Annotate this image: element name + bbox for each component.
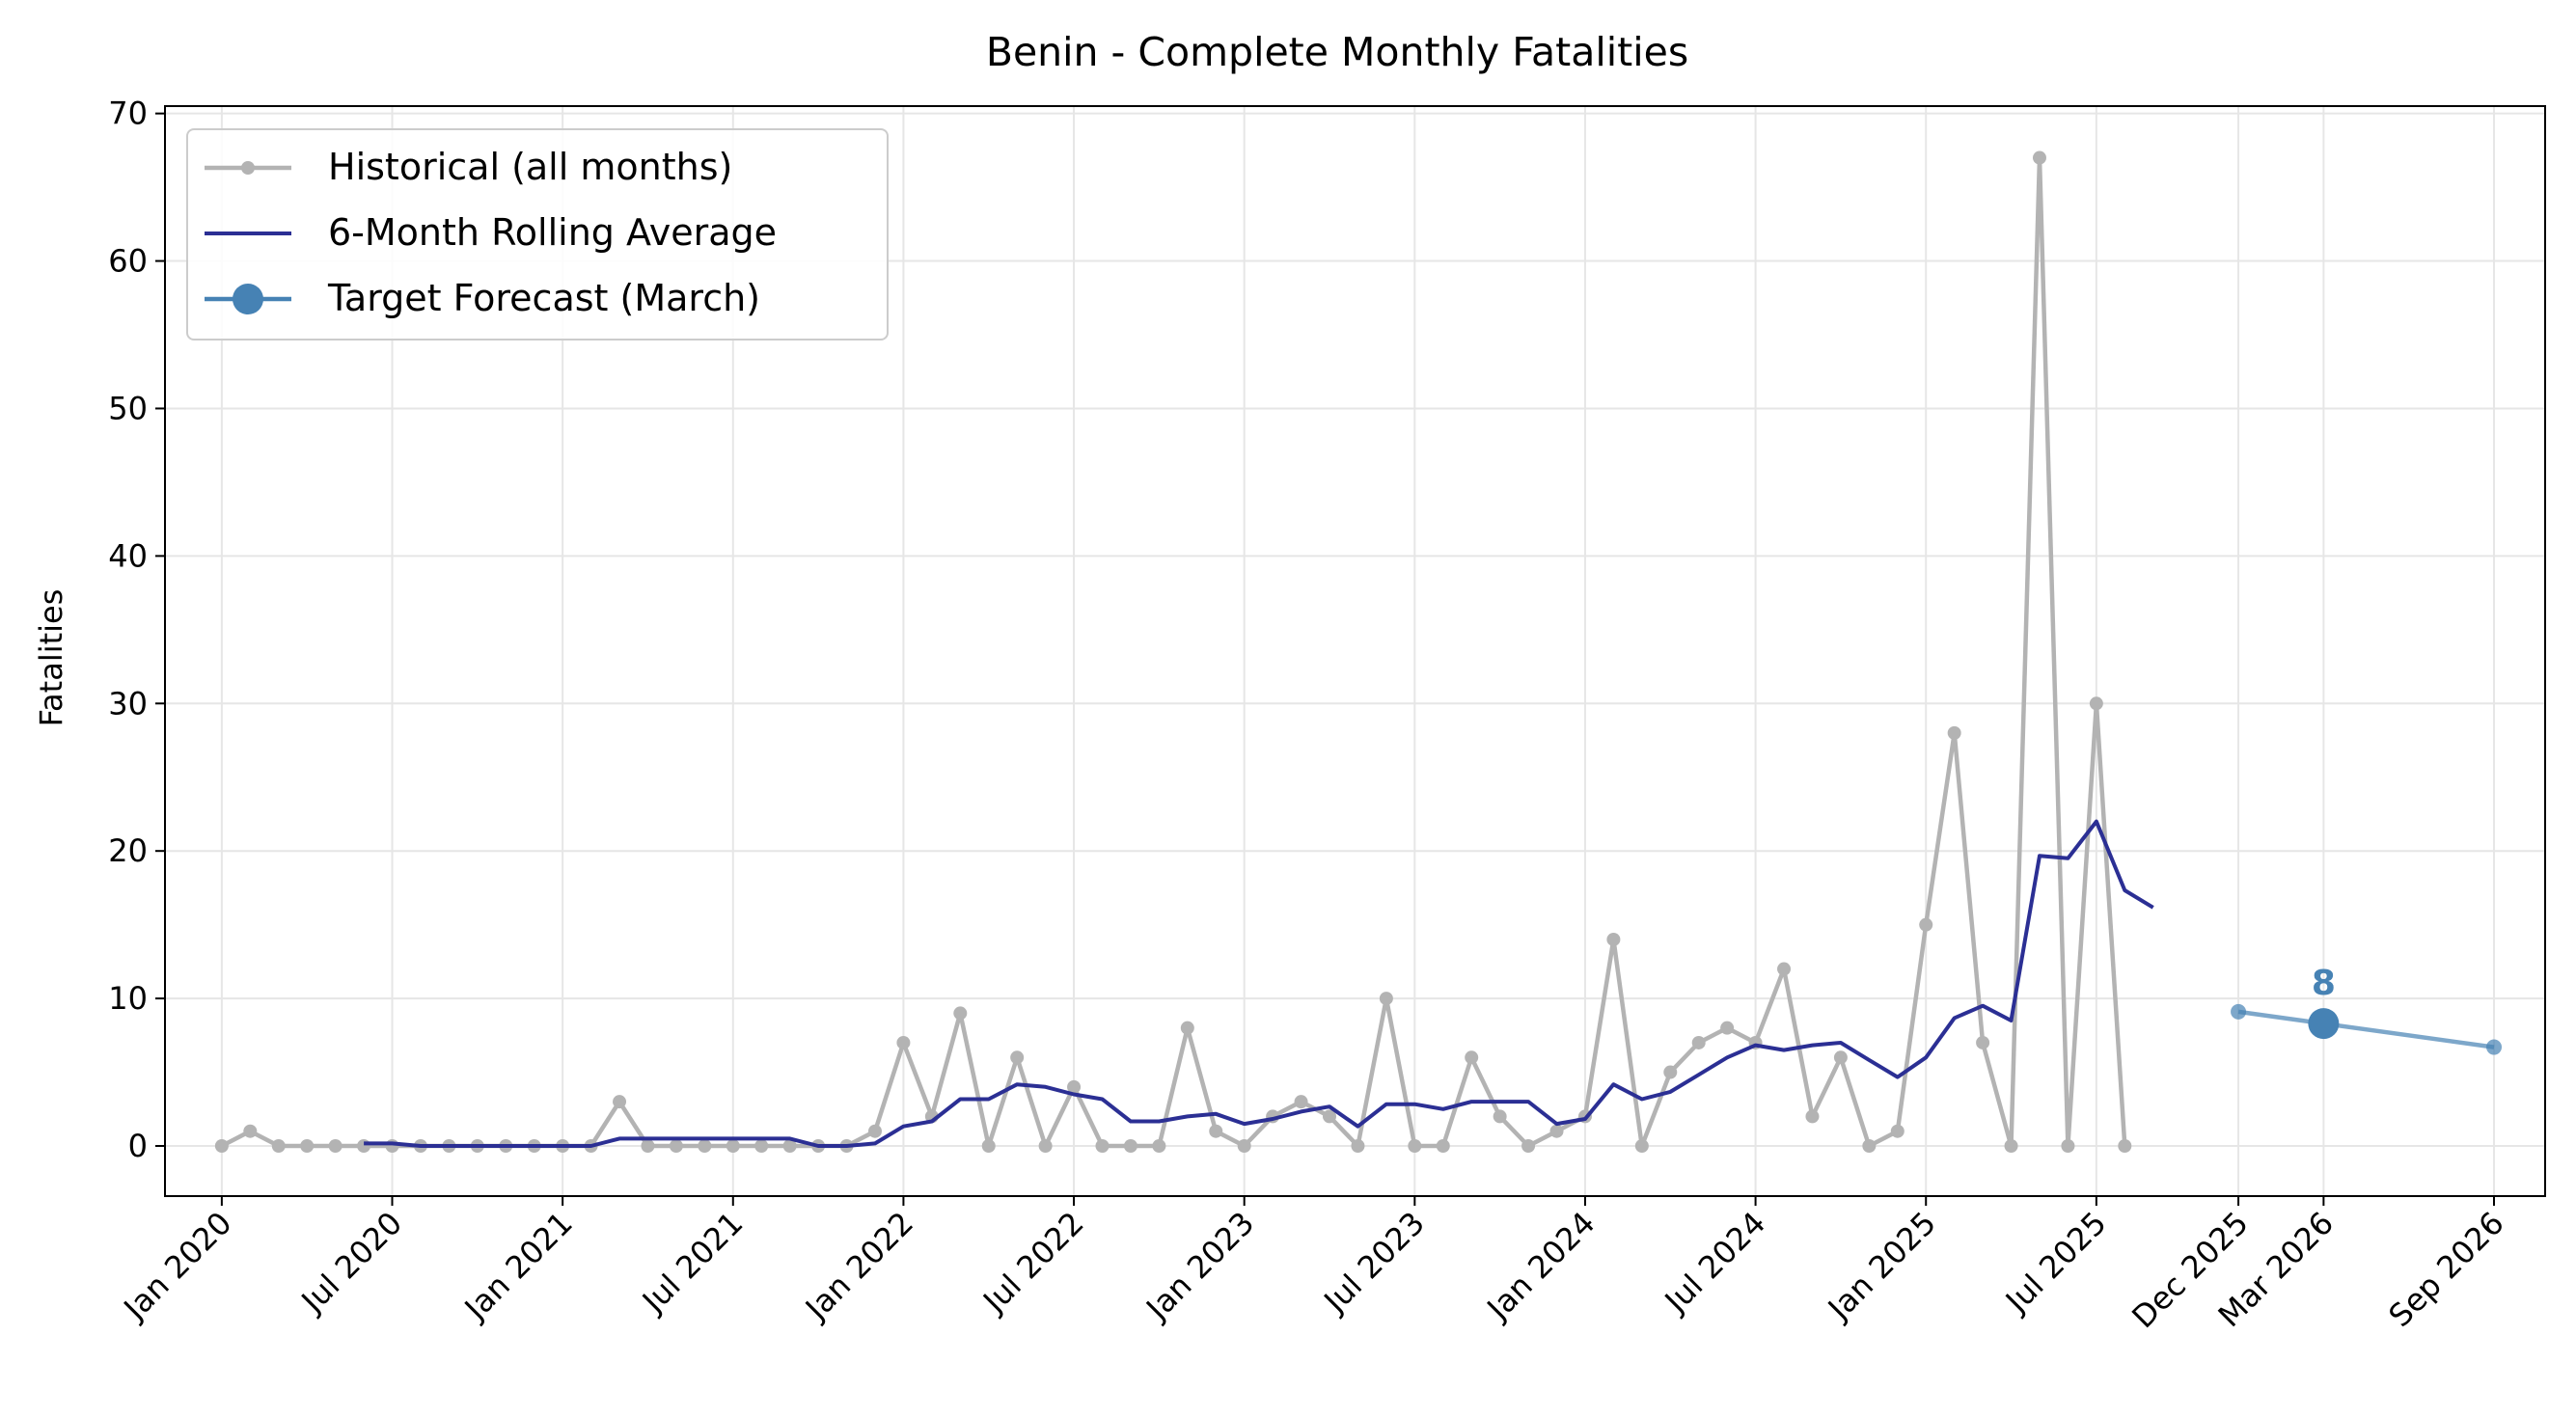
historical-point [698,1139,712,1154]
historical-point [271,1139,286,1154]
historical-point [1777,962,1792,976]
historical-point [1493,1109,1507,1124]
x-tick-label: Jan 2020 [116,1205,239,1328]
forecast-point [2231,1003,2247,1020]
historical-point [1123,1139,1137,1154]
historical-point [1691,1035,1706,1049]
historical-point [1862,1139,1877,1154]
historical-point [1947,725,1961,740]
legend-target-forecast-marker [233,284,263,314]
x-tick-label: Jan 2023 [1137,1205,1261,1328]
x-tick-label: Jan 2024 [1479,1205,1603,1328]
historical-point [1634,1139,1649,1154]
historical-point [754,1139,769,1154]
historical-point [1237,1139,1251,1154]
historical-point [385,1139,399,1154]
y-tick-label: 70 [108,95,148,132]
historical-point [867,1124,882,1138]
historical-point [1549,1124,1564,1138]
legend-historical-label: Historical (all months) [328,146,732,188]
historical-point [328,1139,343,1154]
historical-point [669,1139,683,1154]
legend-rolling-average-label: 6-Month Rolling Average [328,211,777,254]
historical-point [2118,1139,2132,1154]
historical-point [1919,917,1933,932]
legend-target-forecast-label: Target Forecast (March) [327,277,760,319]
x-tick-label: Jan 2025 [1820,1205,1943,1328]
historical-point [357,1139,371,1154]
historical-point [1010,1050,1025,1065]
historical-point [1209,1124,1223,1138]
plot-frame [164,105,2546,1197]
historical-point [896,1035,911,1049]
x-tick-label: Jul 2020 [293,1205,409,1321]
x-tick-label: Jan 2021 [456,1205,580,1328]
forecast-line [2237,1009,2495,1049]
historical-point [1436,1139,1450,1154]
historical-point [2032,150,2046,165]
historical-point [214,1139,229,1154]
historical-point [1152,1139,1166,1154]
legend-historical-marker [241,161,255,175]
historical-point [1379,992,1393,1006]
historical-point [782,1139,797,1154]
historical-point [613,1095,627,1109]
x-tick-label: Jan 2022 [797,1205,920,1328]
y-tick-label: 50 [108,390,148,426]
historical-point [1890,1124,1905,1138]
y-axis-label: Fatalities [33,589,69,727]
historical-point [1805,1109,1820,1124]
chart-title: Benin - Complete Monthly Fatalities [986,29,1688,75]
historical-point [641,1139,655,1154]
historical-point [1976,1035,1990,1049]
legend: Historical (all months) 6-Month Rolling A… [186,128,889,341]
historical-point [1067,1079,1082,1094]
historical-point [2061,1139,2075,1154]
historical-point [1833,1050,1848,1065]
historical-point [1351,1139,1365,1154]
historical-point [1606,932,1621,946]
y-tick-label: 20 [108,832,148,869]
target-forecast-label: 8 [2312,964,2336,1003]
historical-point [2089,696,2103,711]
legend-box [186,128,889,341]
historical-point [1521,1139,1536,1154]
x-tick-label: Jul 2023 [1316,1205,1432,1321]
x-tick-label: Jul 2022 [974,1205,1090,1321]
y-tick-label: 0 [128,1128,148,1164]
x-tick-label: Sep 2026 [2381,1205,2510,1334]
historical-point [1323,1109,1337,1124]
historical-point [1180,1021,1194,1035]
historical-point [1095,1139,1110,1154]
series-layer: 8 [214,150,2503,1154]
historical-point [243,1124,258,1138]
historical-point [300,1139,315,1154]
historical-point [1465,1050,1479,1065]
historical-point [2004,1139,2018,1154]
x-tick-label: Jul 2025 [1997,1205,2113,1321]
y-tick-label: 60 [108,243,148,280]
y-tick-label: 10 [108,980,148,1017]
historical-point [953,1006,968,1021]
x-tick-label: Jul 2024 [1657,1205,1772,1321]
y-tick-label: 30 [108,685,148,722]
historical-point [1720,1021,1735,1035]
target-forecast-point [2308,1008,2340,1040]
historical-point [981,1139,996,1154]
historical-point [1408,1139,1422,1154]
y-tick-label: 40 [108,537,148,574]
forecast-point [2486,1039,2503,1055]
historical-point [1038,1139,1053,1154]
rolling-average-line [364,819,2154,1148]
historical-point [1663,1065,1678,1079]
historical-point [1294,1095,1308,1109]
historical-point [726,1139,740,1154]
x-tick-label: Jul 2021 [634,1205,750,1321]
